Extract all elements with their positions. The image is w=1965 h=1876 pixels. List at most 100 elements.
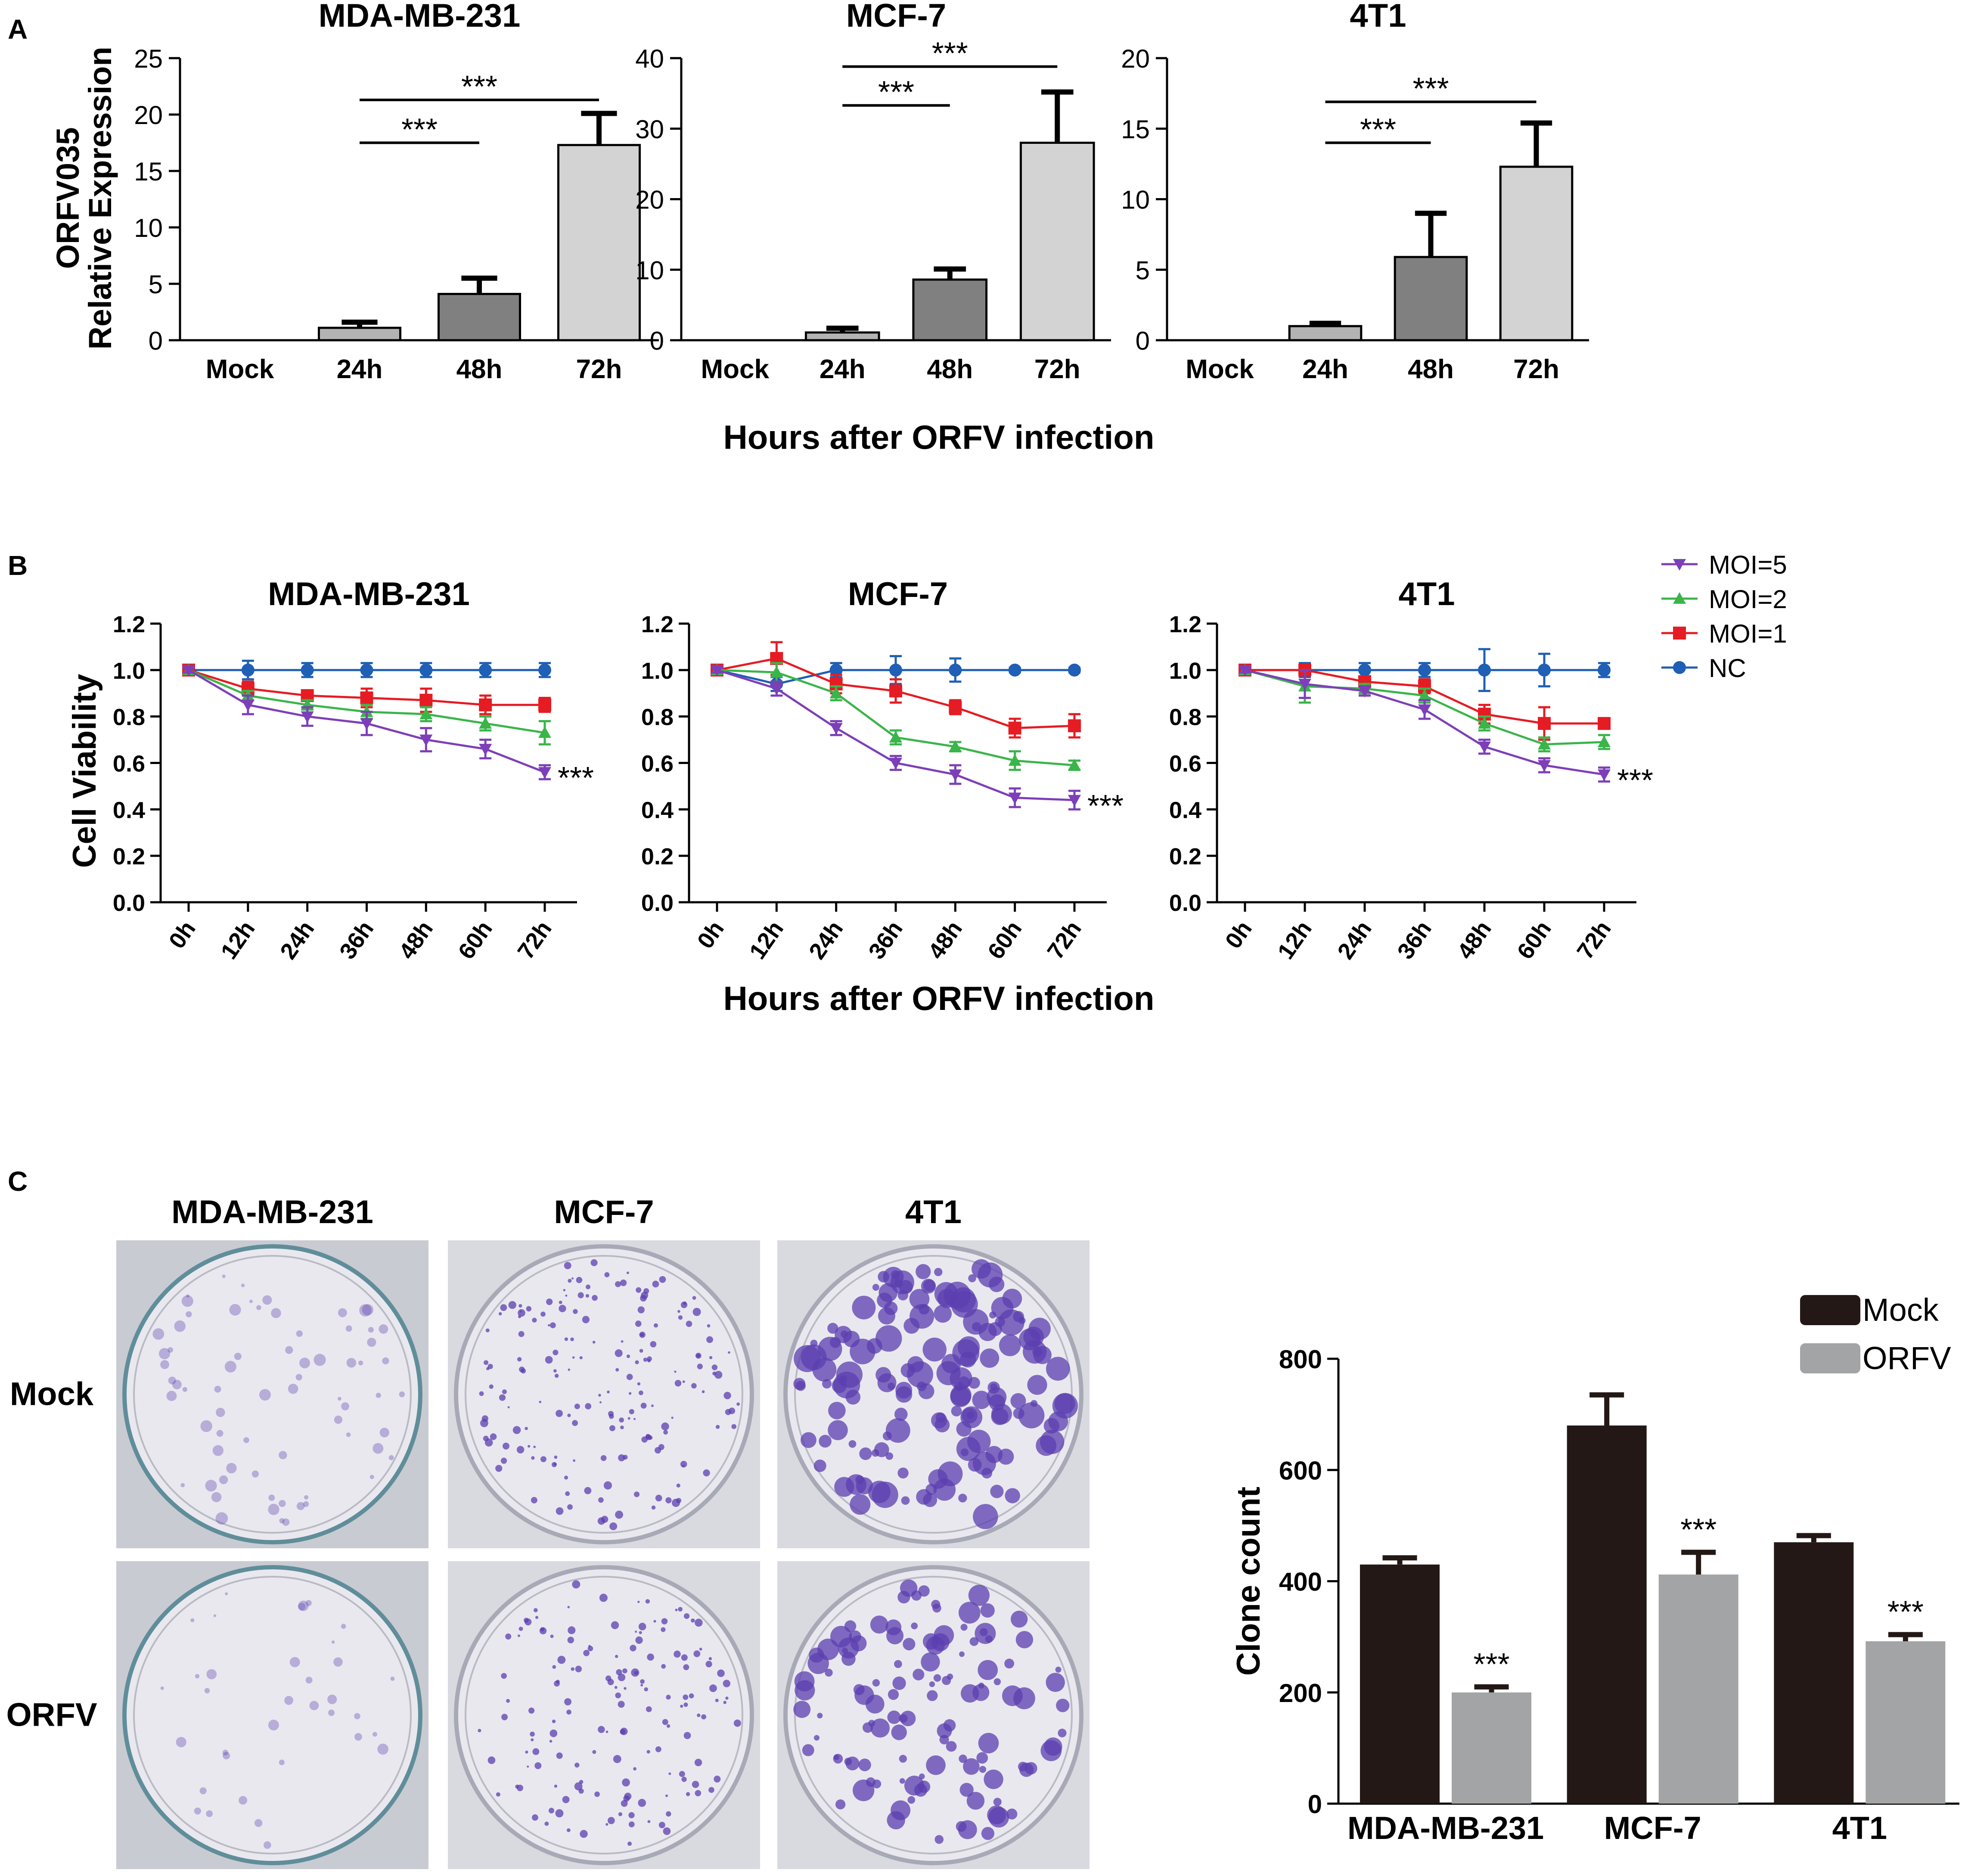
colony [279, 1759, 285, 1765]
colony [498, 1312, 502, 1316]
colony [813, 1459, 826, 1472]
colony [626, 1373, 633, 1380]
colony [663, 1827, 671, 1835]
colony [810, 1339, 818, 1347]
colony [683, 1301, 686, 1305]
colony [639, 1631, 642, 1634]
data-point [889, 758, 902, 770]
colony [399, 1391, 405, 1398]
colony [486, 1367, 490, 1370]
colony [981, 1827, 995, 1840]
colony [176, 1737, 186, 1748]
colony [723, 1701, 726, 1704]
colony [841, 1652, 856, 1666]
colony [933, 1478, 956, 1501]
colony [648, 1435, 653, 1440]
series-moi-5 [711, 665, 1081, 811]
colony [354, 1733, 362, 1741]
colony [959, 1602, 981, 1624]
colony [683, 1702, 688, 1707]
colony [585, 1294, 590, 1298]
colony [990, 1485, 1004, 1498]
colony [643, 1288, 649, 1294]
colony [708, 1657, 712, 1661]
colony [618, 1701, 625, 1708]
colony [382, 1357, 389, 1364]
colony [678, 1315, 683, 1320]
series-moi-1 [711, 641, 1081, 739]
colony [819, 1435, 832, 1448]
colony [985, 1446, 1003, 1463]
colony [607, 1679, 614, 1686]
colony [651, 1404, 654, 1407]
y-tick-label: 20 [635, 186, 664, 214]
colony [969, 1637, 979, 1646]
data-point [1418, 663, 1431, 677]
colony [495, 1465, 503, 1472]
significance-label: *** [1617, 763, 1653, 798]
colony [849, 1630, 861, 1643]
colony [264, 1841, 271, 1849]
colony [358, 1360, 363, 1366]
colony [533, 1445, 536, 1448]
colony [599, 1401, 602, 1404]
colony [583, 1649, 590, 1656]
data-point [1418, 689, 1431, 701]
colony [180, 1483, 185, 1488]
colony [1004, 1659, 1015, 1669]
data-point [1538, 760, 1551, 772]
colony [516, 1784, 524, 1792]
colony [518, 1304, 522, 1308]
significance-label: *** [932, 37, 968, 71]
colony [825, 1668, 833, 1677]
data-point [479, 663, 492, 677]
colony [564, 1262, 571, 1270]
bar-24h [317, 326, 402, 342]
petri-dish-inner-rim [465, 1576, 743, 1854]
data-point [538, 698, 551, 711]
colony [626, 1271, 629, 1274]
y-tick-label: 0.6 [641, 751, 674, 777]
colony [592, 1341, 596, 1344]
colony [549, 1729, 558, 1737]
colony [518, 1634, 520, 1637]
y-tick-label: 15 [1121, 115, 1150, 144]
colony [531, 1738, 534, 1742]
colony [639, 1332, 646, 1338]
colony [508, 1301, 516, 1309]
colony [911, 1622, 918, 1630]
colony [557, 1655, 566, 1664]
colony [658, 1444, 664, 1450]
legend-label-mock: Mock [1863, 1292, 1939, 1328]
significance-label: *** [1087, 789, 1124, 823]
colony [503, 1442, 509, 1450]
colony [972, 1391, 991, 1409]
colony [959, 1651, 965, 1657]
colony [215, 1512, 228, 1525]
colony [518, 1331, 525, 1337]
colony [548, 1324, 550, 1326]
colony [219, 1475, 228, 1485]
y-tick-label: 0.2 [1169, 844, 1201, 870]
colony [728, 1351, 730, 1354]
colony [528, 1445, 531, 1448]
significance-label: *** [1360, 113, 1396, 147]
colony [628, 1392, 632, 1395]
colony [989, 1394, 1006, 1411]
colony [903, 1638, 916, 1651]
colony [647, 1820, 651, 1823]
plate-column-title: 4T1 [905, 1194, 962, 1230]
colony [827, 1323, 838, 1334]
colony [699, 1647, 702, 1651]
x-tick-label: 24h [820, 354, 866, 384]
colony [959, 1755, 967, 1763]
expression-chart-mda-mb-231: MDA-MB-231 Mock 24h 48h 72h 0 5 10 15 20 25 *** *** [134, 0, 659, 384]
data-point [419, 708, 433, 720]
colony [630, 1645, 636, 1652]
colony [683, 1694, 689, 1700]
bar-orfv-mcf-7 [1658, 1575, 1738, 1804]
colony [899, 1778, 905, 1784]
colony [681, 1654, 688, 1661]
x-tick-label: 24h [1302, 354, 1348, 384]
colony [1031, 1400, 1038, 1407]
